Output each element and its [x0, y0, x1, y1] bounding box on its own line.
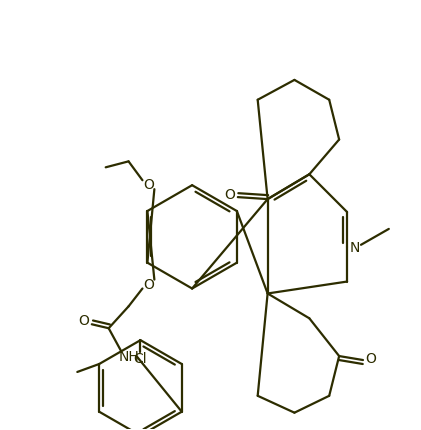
Text: O: O — [365, 351, 376, 365]
Text: O: O — [224, 188, 235, 202]
Text: Cl: Cl — [133, 351, 147, 365]
Text: NH: NH — [118, 349, 139, 363]
Text: N: N — [350, 240, 360, 254]
Text: O: O — [143, 178, 154, 192]
Text: O: O — [78, 313, 89, 328]
Text: O: O — [143, 277, 154, 291]
